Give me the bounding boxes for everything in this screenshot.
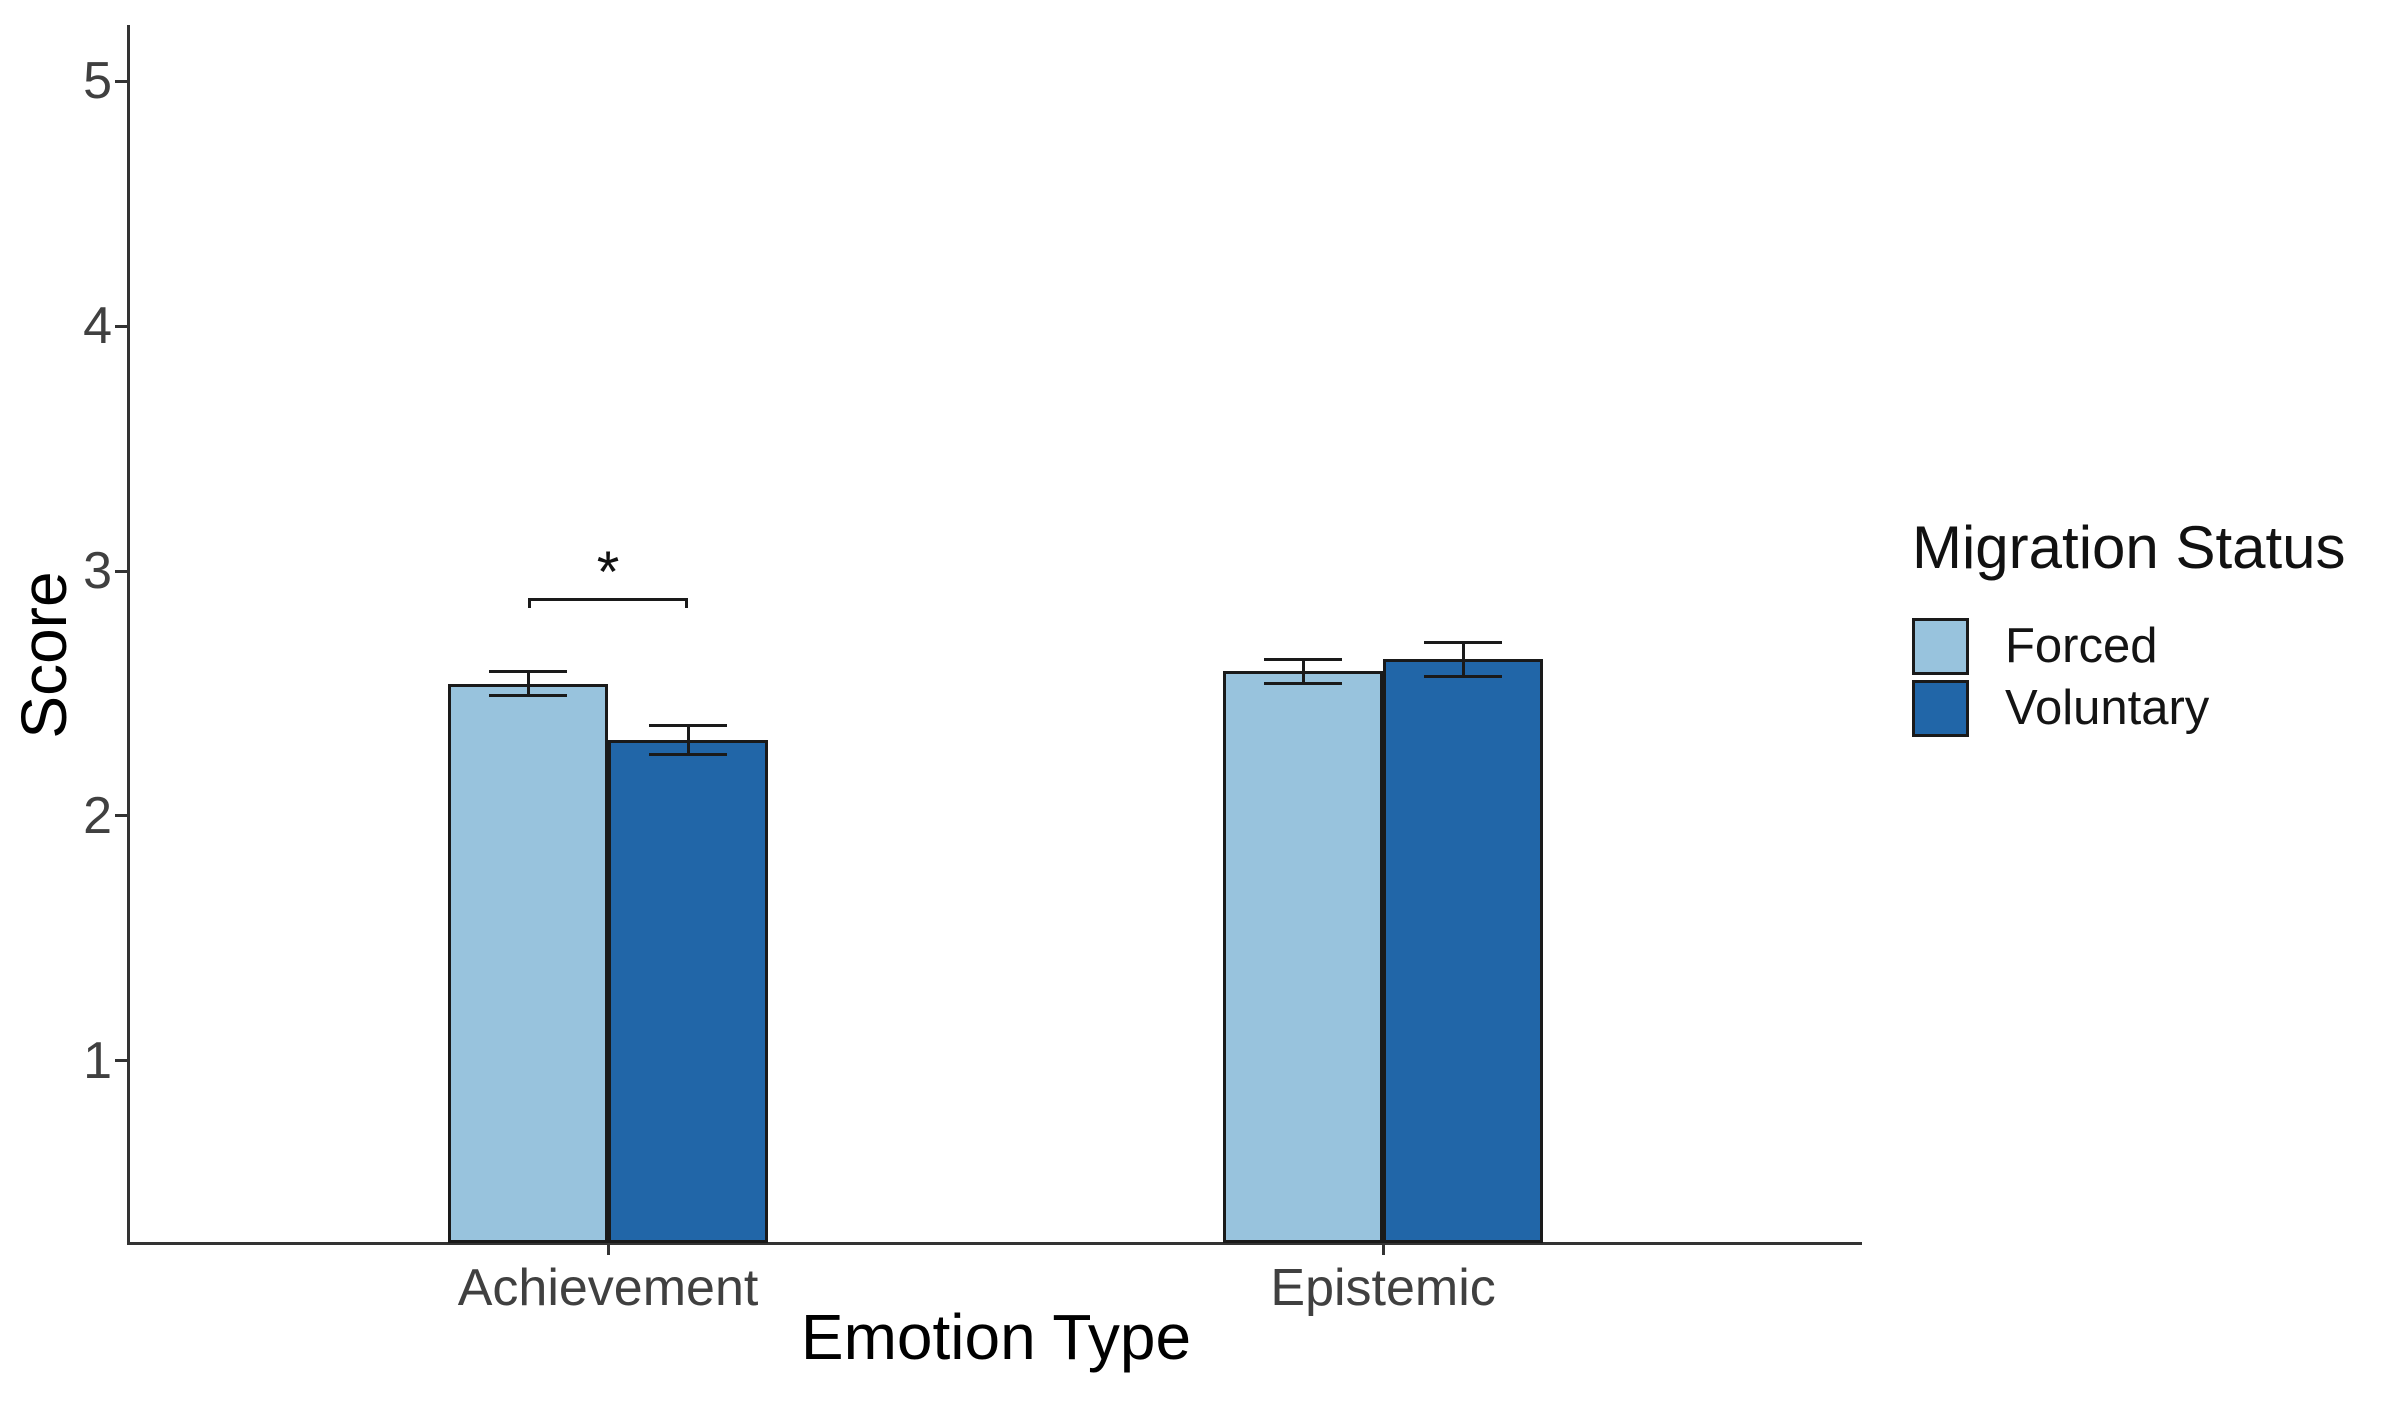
y-tick-mark-2 <box>115 814 127 818</box>
legend-swatch-voluntary <box>1912 680 1969 737</box>
legend-item-voluntary: Voluntary <box>1912 680 2346 737</box>
error-bar-epistemic-forced-line <box>1301 659 1305 684</box>
error-bar-achievement-voluntary-line <box>686 725 690 755</box>
bar-achievement-voluntary <box>608 740 769 1243</box>
x-tick-mark-epistemic <box>1381 1242 1385 1255</box>
error-bar-achievement-forced-line <box>526 671 530 696</box>
legend-swatch-forced <box>1912 618 1969 675</box>
y-tick-label-2: 2 <box>83 786 112 845</box>
bar-epistemic-forced <box>1223 671 1384 1243</box>
y-tick-label-5: 5 <box>83 52 112 111</box>
x-tick-label-achievement: Achievement <box>457 1259 759 1317</box>
y-tick-label-1: 1 <box>83 1031 112 1090</box>
significance-star: * <box>596 539 620 605</box>
error-bar-epistemic-voluntary-line <box>1461 642 1465 677</box>
bar-epistemic-voluntary <box>1383 659 1544 1243</box>
x-tick-label-epistemic: Epistemic <box>1270 1259 1496 1317</box>
error-bar-epistemic-forced-cap-top <box>1264 657 1343 661</box>
error-bar-epistemic-voluntary-cap-bottom <box>1424 674 1503 678</box>
error-bar-achievement-voluntary-cap-top <box>649 723 728 727</box>
y-tick-label-3: 3 <box>83 542 112 601</box>
legend-label-voluntary: Voluntary <box>2005 681 2210 735</box>
legend-items: Forced Voluntary <box>1912 618 2346 737</box>
error-bar-epistemic-forced-cap-bottom <box>1264 682 1343 686</box>
legend-item-forced: Forced <box>1912 618 2346 675</box>
y-tick-mark-5 <box>115 79 127 83</box>
error-bar-achievement-forced-cap-bottom <box>489 694 568 698</box>
y-tick-label-4: 4 <box>83 297 112 356</box>
y-tick-mark-3 <box>115 569 127 573</box>
legend: Migration Status Forced Voluntary <box>1912 518 2346 742</box>
legend-title: Migration Status <box>1912 514 2346 581</box>
x-axis-title: Emotion Type <box>800 1301 1192 1373</box>
significance-bracket <box>528 597 689 608</box>
legend-label-forced: Forced <box>2005 619 2158 673</box>
error-bar-achievement-forced-cap-top <box>489 669 568 673</box>
error-bar-epistemic-voluntary-cap-top <box>1424 640 1503 644</box>
y-tick-mark-1 <box>115 1059 127 1063</box>
x-tick-mark-achievement <box>606 1242 610 1255</box>
x-axis-line <box>127 1242 1862 1245</box>
bar-achievement-forced <box>448 683 609 1243</box>
y-tick-mark-4 <box>115 324 127 328</box>
error-bar-achievement-voluntary-cap-bottom <box>649 753 728 757</box>
y-axis-line <box>127 25 130 1245</box>
